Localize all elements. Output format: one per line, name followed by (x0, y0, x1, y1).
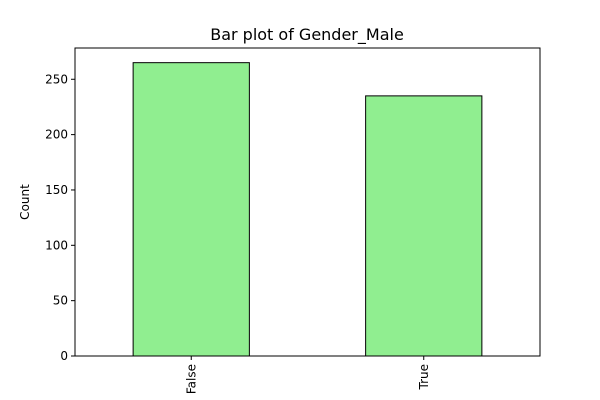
y-tick-label: 100 (45, 238, 68, 252)
bar-true (365, 95, 483, 357)
y-tick-label: 0 (60, 349, 68, 363)
y-tick-label: 50 (53, 294, 68, 308)
chart-title: Bar plot of Gender_Male (210, 25, 404, 45)
y-axis-label: Count (18, 184, 32, 220)
x-tick-label: False (184, 364, 198, 394)
plot-frame (74, 47, 541, 357)
bars-group (132, 62, 483, 357)
x-tick-label: True (417, 364, 431, 391)
y-tick-label: 150 (45, 183, 68, 197)
y-axis: 0 50 100 150 200 250 (45, 72, 75, 363)
bar-false (132, 62, 250, 357)
x-axis: False True (184, 356, 431, 394)
y-tick-label: 250 (45, 72, 68, 86)
y-tick-label: 200 (45, 128, 68, 142)
